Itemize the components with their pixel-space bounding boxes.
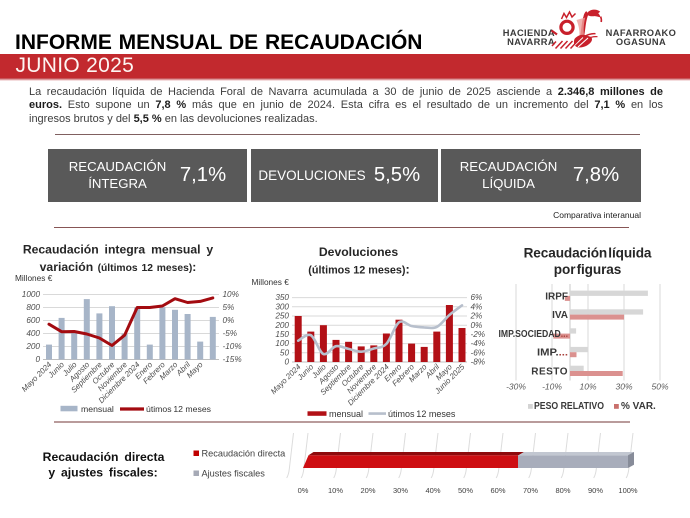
svg-text:90%: 90% bbox=[588, 486, 603, 495]
svg-text:Ajustes fiscales: Ajustes fiscales bbox=[202, 469, 266, 479]
svg-text:50%: 50% bbox=[458, 486, 473, 495]
svg-text:-6%: -6% bbox=[471, 348, 486, 357]
svg-text:mensual: mensual bbox=[329, 409, 363, 419]
svg-text:RESTO: RESTO bbox=[531, 367, 568, 378]
svg-text:50%: 50% bbox=[651, 382, 668, 392]
svg-text:100: 100 bbox=[275, 339, 289, 348]
svg-text:Recaudación integra mensual y: Recaudación integra mensual y bbox=[23, 243, 214, 257]
svg-text:Millones €: Millones € bbox=[15, 273, 53, 283]
svg-text:2%: 2% bbox=[470, 312, 483, 321]
svg-text:800: 800 bbox=[26, 303, 40, 312]
svg-text:10%: 10% bbox=[579, 382, 596, 392]
svg-text:Recaudación directa: Recaudación directa bbox=[43, 450, 165, 464]
svg-text:Devoluciones: Devoluciones bbox=[319, 245, 398, 259]
svg-text:útimos 12 meses: útimos 12 meses bbox=[388, 409, 456, 419]
svg-text:Recaudación directa: Recaudación directa bbox=[202, 449, 287, 459]
svg-text:300: 300 bbox=[275, 302, 289, 311]
svg-text:-8%: -8% bbox=[471, 358, 486, 367]
svg-text:IVA: IVA bbox=[552, 310, 568, 321]
svg-text:70%: 70% bbox=[523, 486, 538, 495]
svg-text:Millones €: Millones € bbox=[252, 277, 290, 287]
svg-text:5%: 5% bbox=[223, 303, 235, 312]
svg-text:0: 0 bbox=[284, 358, 289, 367]
svg-text:(últimos 12 meses):: (últimos 12 meses): bbox=[308, 263, 409, 277]
svg-text:-5%: -5% bbox=[223, 329, 238, 338]
svg-text:1000: 1000 bbox=[22, 290, 41, 299]
svg-text:% VAR.: % VAR. bbox=[621, 401, 656, 412]
svg-text:200: 200 bbox=[274, 321, 289, 330]
svg-text:350: 350 bbox=[275, 293, 289, 302]
svg-text:0: 0 bbox=[35, 355, 40, 364]
svg-text:útimos 12 meses: útimos 12 meses bbox=[146, 404, 212, 414]
svg-text:150: 150 bbox=[275, 330, 289, 339]
svg-text:IMP.SOCIEDAD...: IMP.SOCIEDAD... bbox=[499, 329, 569, 340]
svg-text:y ajustes fiscales:: y ajustes fiscales: bbox=[48, 466, 157, 480]
svg-text:40%: 40% bbox=[425, 486, 440, 495]
svg-text:variación (últimos 12 meses):: variación (últimos 12 meses): bbox=[40, 260, 197, 274]
svg-text:por figuras: por figuras bbox=[554, 262, 621, 277]
svg-text:6%: 6% bbox=[471, 293, 483, 302]
svg-text:30%: 30% bbox=[615, 382, 632, 392]
svg-text:PESO RELATIVO: PESO RELATIVO bbox=[534, 401, 604, 412]
svg-text:50: 50 bbox=[280, 348, 290, 357]
svg-text:-30%: -30% bbox=[506, 382, 526, 392]
svg-text:-10%: -10% bbox=[542, 382, 562, 392]
svg-text:0%: 0% bbox=[298, 486, 309, 495]
svg-text:200: 200 bbox=[25, 342, 40, 351]
svg-text:Recaudación líquida: Recaudación líquida bbox=[524, 245, 652, 260]
svg-text:IRPF: IRPF bbox=[545, 291, 568, 302]
svg-text:100%: 100% bbox=[618, 486, 638, 495]
svg-text:0%: 0% bbox=[223, 316, 235, 325]
svg-text:4%: 4% bbox=[471, 302, 483, 311]
svg-text:IMP....: IMP.... bbox=[537, 348, 568, 359]
svg-text:10%: 10% bbox=[223, 290, 239, 299]
svg-text:mensual: mensual bbox=[81, 404, 114, 414]
svg-text:-4%: -4% bbox=[471, 339, 486, 348]
svg-text:60%: 60% bbox=[490, 486, 505, 495]
svg-text:10%: 10% bbox=[328, 486, 343, 495]
svg-text:30%: 30% bbox=[393, 486, 408, 495]
svg-text:-15%: -15% bbox=[223, 355, 242, 364]
svg-text:600: 600 bbox=[26, 316, 40, 325]
svg-text:250: 250 bbox=[274, 312, 289, 321]
svg-text:0%: 0% bbox=[471, 321, 483, 330]
svg-text:20%: 20% bbox=[360, 486, 375, 495]
svg-text:400: 400 bbox=[26, 329, 40, 338]
svg-text:-2%: -2% bbox=[471, 330, 486, 339]
svg-text:-10%: -10% bbox=[223, 342, 242, 351]
svg-text:80%: 80% bbox=[555, 486, 570, 495]
